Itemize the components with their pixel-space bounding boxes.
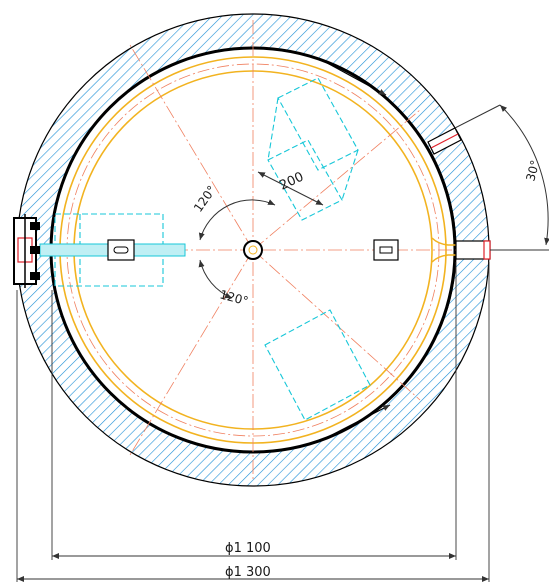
dim-30-leader-upper	[454, 104, 501, 129]
left-door-frame	[13, 214, 40, 288]
upper-right-opening	[427, 127, 462, 155]
right-outlet-opening	[455, 240, 491, 260]
right-clamp	[373, 239, 399, 261]
center-pivot-inner	[248, 245, 258, 255]
ring-arrow-upper	[317, 57, 387, 96]
angle-arc-lower	[198, 259, 233, 299]
beam-clamp-slot	[113, 246, 129, 254]
angle-arc-30	[499, 104, 549, 246]
ring-arrow-lower	[321, 404, 391, 441]
right-clamp-slot	[379, 246, 393, 254]
extension-lines	[16, 262, 490, 582]
dim-1300-label: ϕ1 300	[225, 565, 271, 580]
angle-30-label: 30°	[523, 159, 542, 183]
beam-clamp	[107, 239, 135, 261]
dim-1100-label: ϕ1 100	[225, 541, 271, 556]
dim-200-line	[257, 171, 324, 206]
outlet-rail-lower	[431, 254, 480, 263]
outlet-rail-upper	[431, 237, 480, 246]
